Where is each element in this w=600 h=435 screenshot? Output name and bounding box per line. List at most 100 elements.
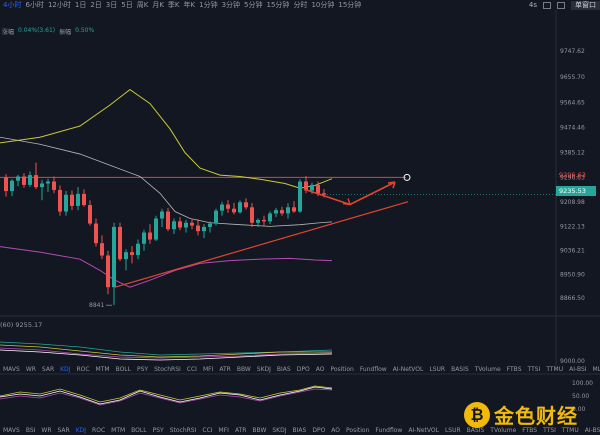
- period-tab[interactable]: 1日: [74, 1, 87, 9]
- layout-icon[interactable]: [543, 1, 551, 9]
- indicator-tab[interactable]: FTBS: [506, 365, 522, 373]
- period-tab[interactable]: 5日: [121, 1, 133, 9]
- arrow-head: [387, 181, 396, 189]
- period-tab[interactable]: 12小时: [47, 1, 71, 9]
- candle-body: [130, 252, 134, 255]
- indicator-tab[interactable]: LSUR: [444, 426, 461, 434]
- period-tab[interactable]: 15分钟: [338, 1, 362, 9]
- period-tab[interactable]: 分时: [293, 1, 308, 9]
- indicator-tab[interactable]: TTSI: [543, 426, 556, 434]
- indicator-tab[interactable]: AI-NetVOL: [408, 426, 439, 434]
- indicator-tab[interactable]: MFI: [218, 426, 229, 434]
- indicator-tab[interactable]: Fundflow: [375, 426, 403, 434]
- indicator-tab[interactable]: MLR: [592, 365, 600, 373]
- candle-body: [184, 222, 188, 228]
- indicator-tab[interactable]: PSY: [152, 426, 164, 434]
- period-tab[interactable]: 3分钟: [221, 1, 241, 9]
- indicator-tab[interactable]: SAR: [57, 426, 70, 434]
- indicator-tab[interactable]: Fundflow: [359, 365, 387, 373]
- candle-body: [172, 221, 176, 230]
- indicator-tab[interactable]: BSI: [25, 426, 36, 434]
- indicator-tab[interactable]: Position: [346, 426, 370, 434]
- price-axis-label: 9122.13: [560, 223, 585, 230]
- price-axis-label: 9655.70: [560, 74, 585, 81]
- candle-body: [244, 202, 248, 208]
- indicator-line: [0, 349, 333, 361]
- indicator-tab[interactable]: WR: [41, 426, 52, 434]
- indicator-tab[interactable]: BOLL: [131, 426, 147, 434]
- indicator-tab[interactable]: WR: [25, 365, 36, 373]
- indicator-tab[interactable]: BIAS: [292, 426, 307, 434]
- indicator-tab[interactable]: Position: [330, 365, 354, 373]
- indicator-tab[interactable]: MTM: [111, 426, 126, 434]
- period-tab[interactable]: 3日: [105, 1, 118, 9]
- period-tabs: 4小时 6小时 12小时 1日 2日 3日 5日 周K 月K 季K 年K 1分钟 3分钟 5分钟 15分钟分…: [0, 0, 362, 10]
- candle-body: [166, 211, 170, 230]
- indicator-tab[interactable]: MAVS: [3, 426, 20, 434]
- period-tab[interactable]: 季K: [167, 1, 180, 9]
- indicator-tab[interactable]: BASIS: [466, 426, 485, 434]
- indicator-tab[interactable]: MFI: [202, 365, 214, 373]
- bollinger-lower: [0, 246, 333, 288]
- candle-body: [118, 226, 122, 260]
- period-tab[interactable]: 4小时: [3, 1, 22, 9]
- period-tab[interactable]: 年K: [183, 1, 196, 9]
- indicator-tab[interactable]: ATR: [219, 365, 231, 373]
- candle-body: [178, 221, 182, 228]
- candle-body: [46, 181, 50, 184]
- candle-body: [34, 175, 38, 188]
- indicator-tab[interactable]: DPO: [296, 365, 310, 373]
- single-window-button[interactable]: 单窗口: [571, 0, 600, 10]
- period-tab[interactable]: 15分钟: [266, 1, 290, 9]
- period-tab[interactable]: 周K: [136, 1, 149, 9]
- indicator-tab[interactable]: AI-BSI: [569, 365, 587, 373]
- indicator-tab[interactable]: BBW: [236, 365, 251, 373]
- indicator-tab[interactable]: ROC: [76, 365, 90, 373]
- indicator-tab[interactable]: AO: [331, 426, 341, 434]
- indicator-tab[interactable]: ROC: [92, 426, 106, 434]
- indicator-tab[interactable]: FTBS: [522, 426, 538, 434]
- indicator-tab[interactable]: SKDJ: [256, 365, 271, 373]
- indicator-tab[interactable]: SKDJ: [272, 426, 287, 434]
- fullscreen-icon[interactable]: [557, 1, 565, 9]
- oscillator-axis-label: 0.00: [572, 406, 586, 413]
- indicator-tab[interactable]: CCI: [186, 365, 197, 373]
- candle-body: [76, 193, 80, 206]
- indicator-tab[interactable]: PSY: [137, 365, 149, 373]
- indicator-tab[interactable]: KDJ: [60, 365, 71, 373]
- indicator-tab[interactable]: BASIS: [451, 365, 469, 373]
- period-tab[interactable]: 月K: [152, 1, 164, 9]
- period-tab[interactable]: 2日: [90, 1, 102, 9]
- indicator-tab[interactable]: ATR: [234, 426, 247, 434]
- indicator-tab[interactable]: TTMU: [546, 365, 564, 373]
- indicator-tab[interactable]: TTMU: [561, 426, 579, 434]
- indicator-tab[interactable]: TVolume: [490, 426, 517, 434]
- refresh-interval[interactable]: 4s: [528, 1, 537, 9]
- indicator-tab[interactable]: BIAS: [276, 365, 291, 373]
- indicator-tab[interactable]: TTSI: [527, 365, 541, 373]
- coin-logo-icon: ₿: [464, 401, 490, 428]
- candle-body: [40, 183, 44, 188]
- indicator-tab[interactable]: AI-NetVOL: [392, 365, 424, 373]
- period-tab[interactable]: 5分钟: [244, 1, 263, 9]
- indicator-tab[interactable]: BOLL: [115, 365, 131, 373]
- period-tab[interactable]: 10分钟: [311, 1, 335, 9]
- candle-body: [28, 175, 32, 185]
- indicator-tab[interactable]: SAR: [41, 365, 55, 373]
- indicator-tab[interactable]: LSUR: [429, 365, 446, 373]
- period-tab[interactable]: 6小时: [25, 1, 44, 9]
- indicator-tab[interactable]: AO: [315, 365, 325, 373]
- indicator-tab[interactable]: StochRSI: [169, 426, 197, 434]
- indicator-tab[interactable]: DPO: [312, 426, 326, 434]
- indicator-tab[interactable]: BBW: [252, 426, 267, 434]
- period-tab[interactable]: 1分钟: [199, 1, 218, 9]
- watermark: ₿ 金色财经: [464, 400, 578, 429]
- indicator-tab[interactable]: MAVS: [3, 365, 20, 373]
- indicator-tab[interactable]: MTM: [95, 365, 110, 373]
- indicator-tab[interactable]: KDJ: [75, 426, 87, 434]
- indicator-tab[interactable]: CCI: [202, 426, 213, 434]
- indicator-tab[interactable]: StochRSI: [154, 365, 181, 373]
- indicator-tab[interactable]: TVolume: [474, 365, 501, 373]
- indicator-tab[interactable]: AI-BSI: [584, 426, 600, 434]
